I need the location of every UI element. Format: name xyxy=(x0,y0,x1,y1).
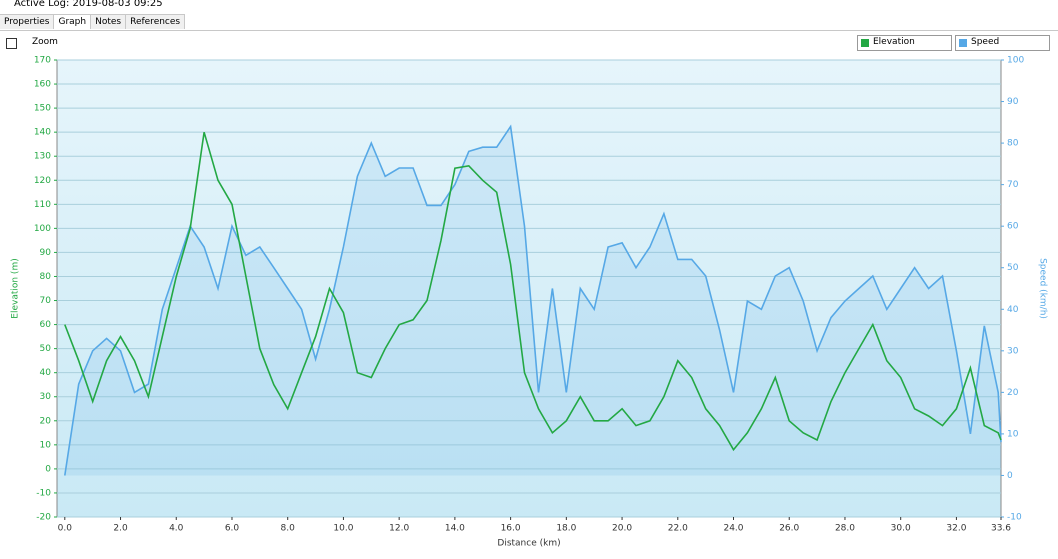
x-tick-label: 14.0 xyxy=(445,524,465,534)
x-tick-label: 26.0 xyxy=(779,524,799,534)
x-tick-label: 8.0 xyxy=(281,524,296,534)
y-tick-label: 80 xyxy=(40,272,52,282)
speed-area xyxy=(64,126,1002,476)
y2-tick-label: 90 xyxy=(1007,97,1019,107)
y2-tick-label: 80 xyxy=(1007,139,1019,149)
y2-tick-label: 100 xyxy=(1007,56,1024,66)
y-tick-label: 160 xyxy=(34,80,51,90)
x-tick-label: 6.0 xyxy=(225,524,240,534)
toolbar: Zoom Elevation Speed xyxy=(0,31,1058,53)
x-tick-label: 28.0 xyxy=(835,524,855,534)
y2-tick-label: 10 xyxy=(1007,429,1019,439)
zoom-checkbox[interactable] xyxy=(6,38,17,49)
dropdown[interactable]: Speed xyxy=(955,35,1050,51)
y2-tick-label: 20 xyxy=(1007,388,1019,398)
x-tick-label: 16.0 xyxy=(501,524,521,534)
y2-tick-label: 60 xyxy=(1007,222,1019,232)
y-tick-label: 70 xyxy=(40,296,52,306)
x-tick-label: 30.0 xyxy=(891,524,911,534)
x-tick-label: 2.0 xyxy=(113,524,128,534)
y-tick-label: -10 xyxy=(36,488,51,498)
tab[interactable]: Notes xyxy=(90,14,127,29)
y-tick-label: 170 xyxy=(34,56,51,66)
y-tick-label: 20 xyxy=(40,416,52,426)
y-tick-label: 50 xyxy=(40,344,52,354)
y2-tick-label: 50 xyxy=(1007,263,1019,273)
x-tick-label: 20.0 xyxy=(612,524,632,534)
chart: -20-100102030405060708090100110120130140… xyxy=(11,56,1048,549)
y2-tick-label: -10 xyxy=(1007,513,1022,523)
y-tick-label: 0 xyxy=(45,464,51,474)
window-title: Active Log: 2019-08-03 09:25 xyxy=(14,0,163,9)
y2-axis-label: Speed (km/h) xyxy=(1038,258,1048,319)
y2-tick-label: 40 xyxy=(1007,305,1019,315)
x-tick-label: 32.0 xyxy=(946,524,966,534)
y-axis-label: Elevation (m) xyxy=(11,258,21,318)
x-tick-label: 24.0 xyxy=(723,524,743,534)
tab[interactable]: Properties xyxy=(0,14,55,29)
x-tick-label: 33.6 xyxy=(991,524,1011,534)
y-tick-label: 30 xyxy=(40,392,52,402)
tab[interactable]: Graph xyxy=(53,14,92,29)
y-tick-label: 120 xyxy=(34,176,51,186)
y-tick-label: 140 xyxy=(34,128,51,138)
y2-tick-label: 70 xyxy=(1007,180,1019,190)
y-tick-label: 150 xyxy=(34,104,51,114)
y2-tick-label: 30 xyxy=(1007,346,1019,356)
dropdown-text: Speed xyxy=(971,37,1000,47)
series-line xyxy=(64,131,1002,452)
x-tick-label: 12.0 xyxy=(389,524,409,534)
zoom-label[interactable]: Zoom xyxy=(32,37,58,47)
tab-bar: Properties Graph Notes References xyxy=(0,14,1058,31)
tab[interactable]: References xyxy=(125,14,186,29)
y-tick-label: -20 xyxy=(36,513,51,523)
y-tick-label: 90 xyxy=(40,248,52,258)
y-tick-label: 60 xyxy=(40,320,52,330)
y-tick-label: 110 xyxy=(34,200,51,210)
x-axis-label: Distance (km) xyxy=(497,539,560,549)
series-line xyxy=(64,124,1002,476)
x-tick-label: 22.0 xyxy=(668,524,688,534)
x-tick-label: 0.0 xyxy=(58,524,73,534)
dropdown[interactable]: Elevation xyxy=(857,35,952,51)
x-tick-label: 10.0 xyxy=(333,524,353,534)
y-tick-label: 130 xyxy=(34,152,51,162)
y-tick-label: 10 xyxy=(40,440,52,450)
y-tick-label: 100 xyxy=(34,224,51,234)
dropdown-text: Elevation xyxy=(873,37,915,47)
y-tick-label: 40 xyxy=(40,368,52,378)
y2-tick-label: 0 xyxy=(1007,471,1013,481)
x-tick-label: 4.0 xyxy=(169,524,184,534)
title-bar: Active Log: 2019-08-03 09:25 xyxy=(0,0,1058,12)
x-tick-label: 18.0 xyxy=(556,524,576,534)
